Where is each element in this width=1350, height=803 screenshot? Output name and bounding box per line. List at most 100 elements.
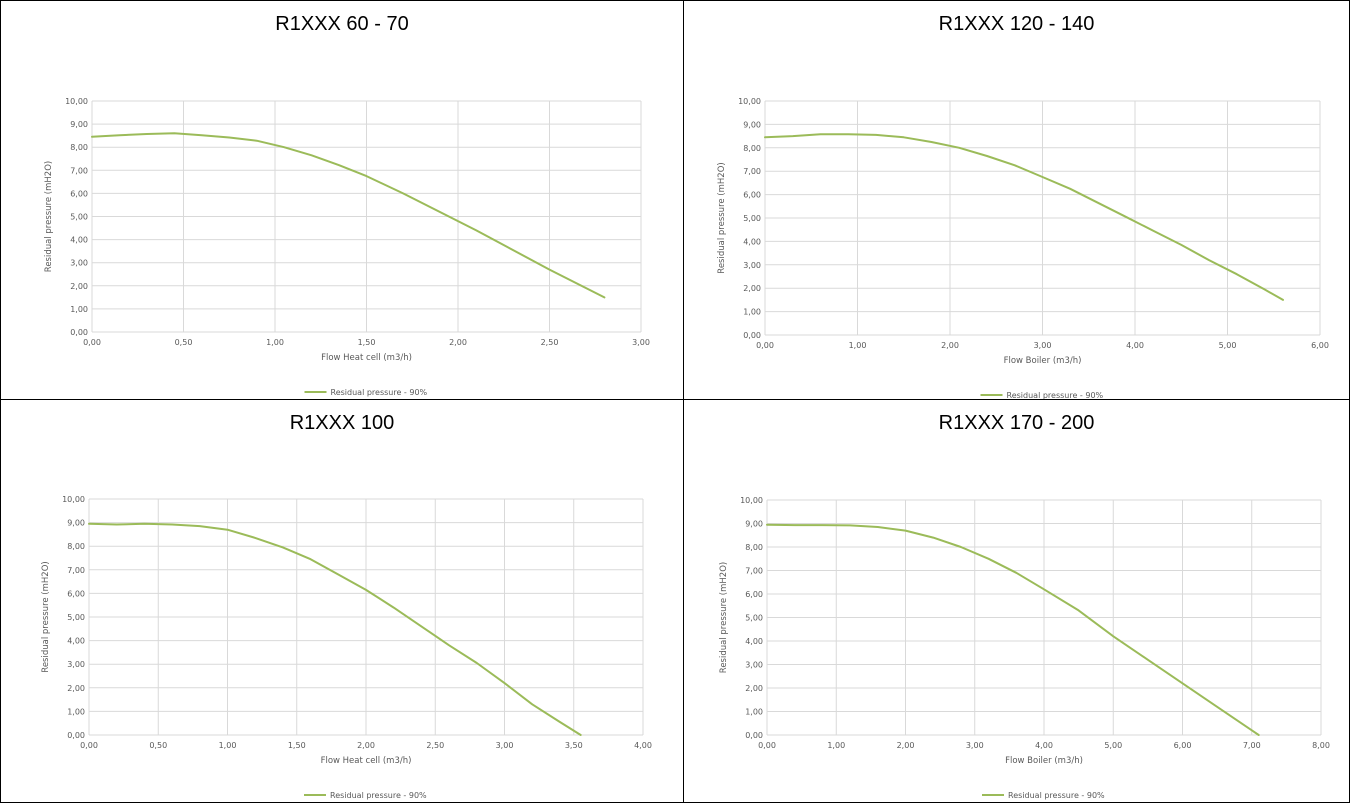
x-tick-label: 2,00 [449,338,467,347]
x-tick-label: 1,50 [288,741,306,750]
y-tick-label: 10,00 [65,97,88,106]
y-tick-label: 0,00 [67,731,85,740]
x-tick-label: 0,50 [175,338,193,347]
y-tick-label: 8,00 [67,542,85,551]
y-tick-label: 6,00 [70,189,88,198]
x-tick-label: 2,50 [541,338,559,347]
series-line-residual-pressure [91,132,606,299]
y-tick-label: 4,00 [70,236,88,245]
x-tick-label: 2,00 [897,741,915,750]
y-tick-label: 6,00 [745,590,763,599]
y-tick-label: 2,00 [745,684,763,693]
y-axis-title: Residual pressure (mH2O) [719,562,729,673]
y-tick-label: 2,00 [743,284,761,293]
x-tick-label: 3,00 [632,338,650,347]
y-tick-label: 5,00 [70,213,88,222]
y-tick-label: 7,00 [70,166,88,175]
x-tick-label: 4,00 [1126,341,1144,350]
x-axis-title: Flow Boiler (m3/h) [1005,756,1083,766]
y-tick-label: 2,00 [70,282,88,291]
x-tick-label: 1,00 [849,341,867,350]
x-tick-label: 5,00 [1219,341,1237,350]
x-tick-label: 3,00 [496,741,514,750]
x-tick-label: 5,00 [1104,741,1122,750]
y-tick-label: 10,00 [740,496,763,505]
y-tick-label: 3,00 [743,261,761,270]
legend-label: Residual pressure - 90% [1008,791,1105,800]
x-tick-label: 3,50 [565,741,583,750]
x-tick-label: 6,00 [1311,341,1329,350]
x-tick-label: 1,00 [219,741,237,750]
x-tick-label: 4,00 [1035,741,1053,750]
chart-cell-r1xxx-120-140: R1XXX 120 - 140 0,00 1,00 2,00 3,00 4,00 5,00… [683,0,1350,400]
y-tick-label: 7,00 [745,567,763,576]
chart-title: R1XXX 170 - 200 [938,412,1095,434]
x-tick-label: 0,00 [756,341,774,350]
y-tick-label: 10,00 [738,97,761,106]
chart-cell-r1xxx-170-200: R1XXX 170 - 200 0,00 1,00 2,00 3,00 4,00 5,00… [683,399,1350,803]
x-tick-label: 6,00 [1174,741,1192,750]
legend-label: Residual pressure - 90% [330,791,427,800]
x-tick-label: 1,00 [266,338,284,347]
chart-cell-r1xxx-100: R1XXX 100 0,00 0,50 1,00 1,50 2,00 2,50 3,00 3,… [0,399,684,803]
y-axis-title: Residual pressure (mH2O) [41,561,51,672]
legend-label: Residual pressure - 90% [331,388,428,397]
y-tick-label: 0,00 [743,331,761,340]
y-tick-label: 8,00 [745,543,763,552]
chart-cell-r1xxx-60-70: R1XXX 60 - 70 0,00 0,50 1,00 1,50 2,00 2,50 3,… [0,0,684,400]
y-tick-label: 6,00 [67,589,85,598]
x-tick-label: 1,50 [358,338,376,347]
x-tick-label: 7,00 [1243,741,1261,750]
y-tick-label: 1,00 [743,308,761,317]
chart-title: R1XXX 100 [289,412,395,434]
y-tick-label: 4,00 [743,237,761,246]
x-tick-label: 3,00 [966,741,984,750]
y-tick-label: 5,00 [67,613,85,622]
legend-label: Residual pressure - 90% [1007,391,1104,399]
x-axis-title: Flow Heat cell (m3/h) [321,353,412,363]
x-tick-label: 3,00 [1034,341,1052,350]
y-tick-label: 1,00 [745,708,763,717]
y-tick-label: 8,00 [70,143,88,152]
x-tick-label: 8,00 [1312,741,1330,750]
x-tick-label: 0,00 [758,741,776,750]
x-tick-label: 0,00 [83,338,101,347]
x-tick-label: 2,00 [357,741,375,750]
y-tick-label: 9,00 [67,519,85,528]
line-chart-svg: 0,00 1,00 2,00 3,00 4,00 5,00 6,00 0,00 1,00 2,00… [717,97,1329,399]
y-tick-label: 6,00 [743,191,761,200]
line-chart-svg: 0,00 1,00 2,00 3,00 4,00 5,00 6,00 7,00 8,00 0,00… [719,496,1330,800]
y-tick-label: 5,00 [745,614,763,623]
y-tick-label: 7,00 [67,566,85,575]
y-tick-label: 1,00 [67,707,85,716]
x-axis-title: Flow Heat cell (m3/h) [321,756,412,766]
y-tick-label: 5,00 [743,214,761,223]
y-tick-label: 1,00 [70,305,88,314]
y-tick-label: 9,00 [745,520,763,529]
y-tick-label: 7,00 [743,167,761,176]
x-tick-label: 0,50 [149,741,167,750]
y-tick-label: 4,00 [67,637,85,646]
y-tick-label: 10,00 [62,495,85,504]
chart-title: R1XXX 60 - 70 [275,13,409,35]
series-line-residual-pressure [764,133,1284,301]
x-tick-label: 2,50 [426,741,444,750]
y-tick-label: 3,00 [70,259,88,268]
y-axis-title: Residual pressure (mH2O) [717,162,727,273]
x-tick-label: 4,00 [634,741,652,750]
x-tick-label: 0,00 [80,741,98,750]
y-tick-label: 4,00 [745,637,763,646]
y-tick-label: 3,00 [67,660,85,669]
series-line-residual-pressure [766,523,1260,736]
y-tick-label: 9,00 [70,120,88,129]
y-tick-label: 8,00 [743,144,761,153]
y-tick-label: 0,00 [745,731,763,740]
x-tick-label: 2,00 [941,341,959,350]
y-axis-title: Residual pressure (mH2O) [44,161,54,272]
x-axis-title: Flow Boiler (m3/h) [1004,356,1082,366]
series-line-residual-pressure [88,522,582,736]
line-chart-svg: 0,00 0,50 1,00 1,50 2,00 2,50 3,00 0,00 1,00 2,00… [44,97,650,397]
y-tick-label: 2,00 [67,684,85,693]
y-tick-label: 0,00 [70,328,88,337]
